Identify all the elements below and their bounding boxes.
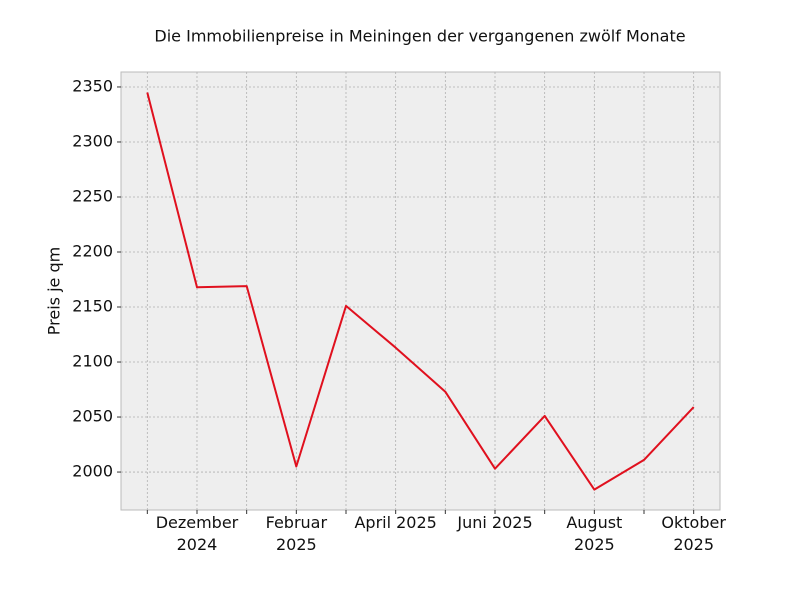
y-tick-label: 2250	[72, 186, 113, 205]
x-tick-label: Februar 2025	[265, 513, 328, 554]
y-tick-label: 2200	[72, 241, 113, 260]
y-tick-label: 2150	[72, 297, 113, 316]
y-tick-label: 2100	[72, 352, 113, 371]
y-tick-label: 2050	[72, 407, 113, 426]
x-tick-label: Oktober 2025	[661, 513, 726, 554]
x-tick-label: April 2025	[354, 513, 437, 532]
x-tick-label: Dezember 2024	[155, 513, 239, 554]
chart-title: Die Immobilienpreise in Meiningen der ve…	[154, 27, 685, 46]
x-tick-label: August 2025	[566, 513, 623, 554]
plot-area	[120, 71, 721, 511]
x-tick-label: Juni 2025	[457, 513, 533, 532]
y-tick-label: 2350	[72, 76, 113, 95]
line-series	[146, 92, 695, 491]
y-axis-label: Preis je qm	[45, 247, 64, 335]
y-tick-label: 2000	[72, 462, 113, 481]
y-tick-label: 2300	[72, 131, 113, 150]
